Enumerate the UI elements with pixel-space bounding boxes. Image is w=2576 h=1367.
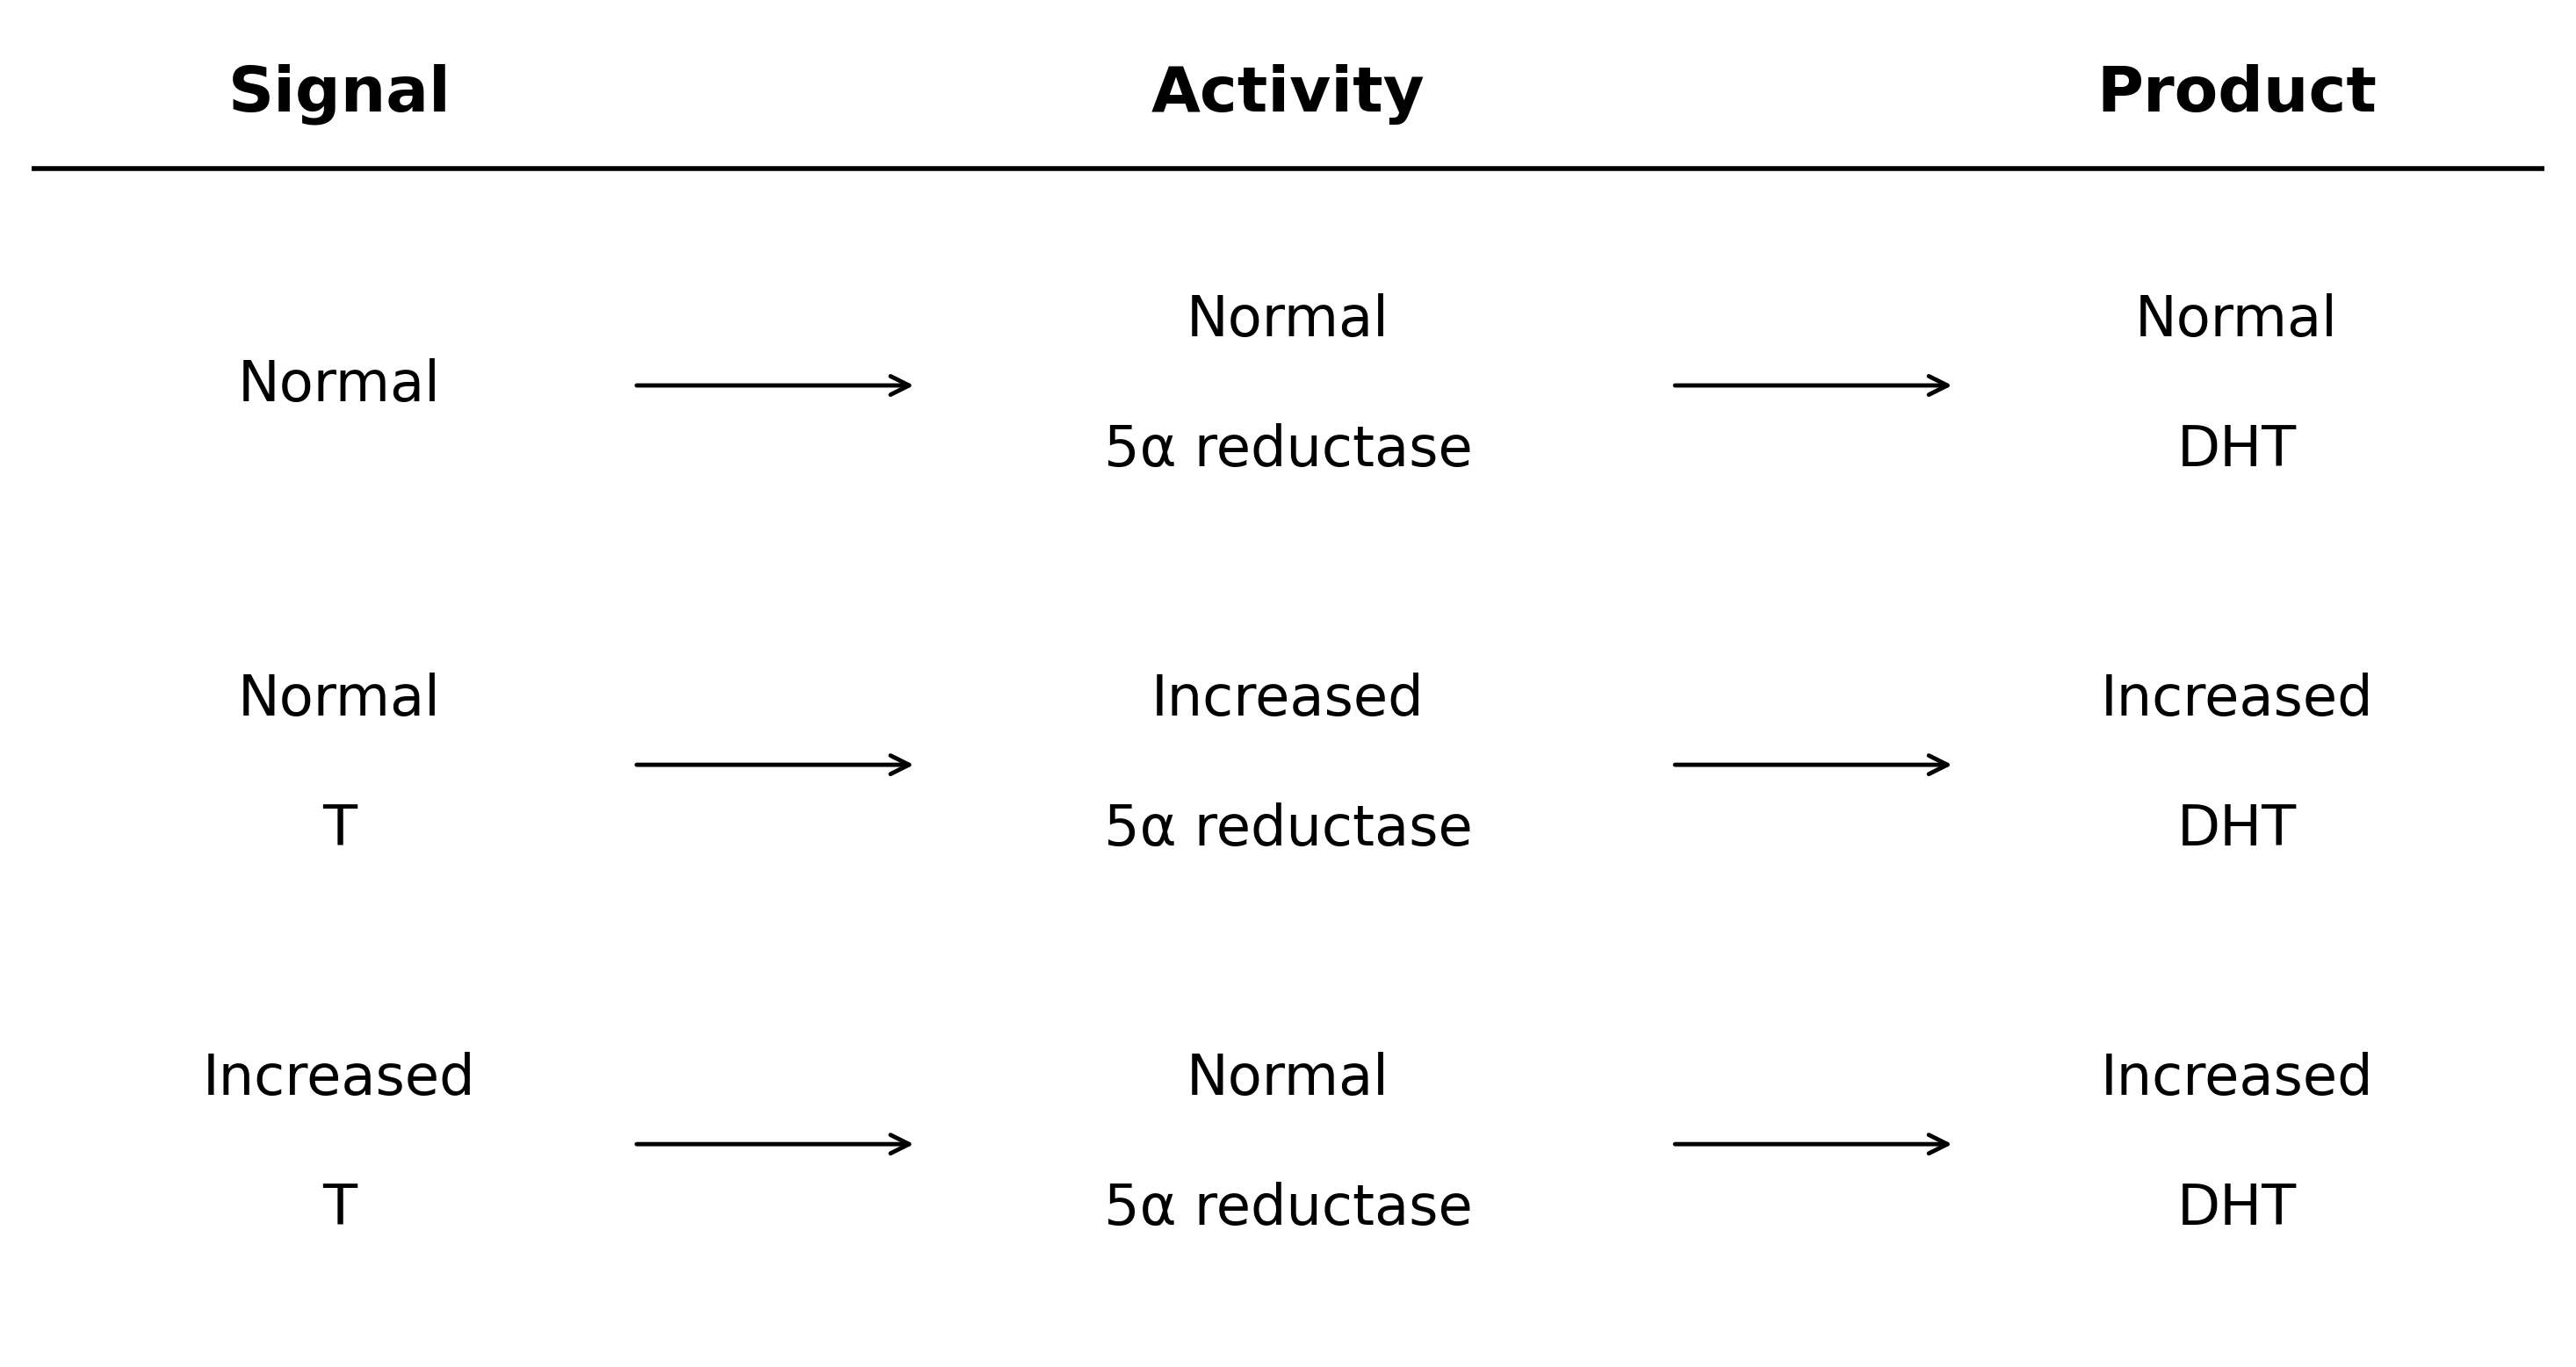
Text: Normal: Normal [2136, 293, 2339, 347]
Text: DHT: DHT [2177, 802, 2295, 857]
Text: 5α reductase: 5α reductase [1103, 802, 1473, 857]
Text: Activity: Activity [1151, 64, 1425, 124]
Text: 5α reductase: 5α reductase [1103, 1182, 1473, 1236]
Text: T: T [322, 802, 355, 857]
Text: Normal: Normal [237, 673, 440, 727]
Text: Normal: Normal [1188, 293, 1388, 347]
Text: DHT: DHT [2177, 1182, 2295, 1236]
Text: Signal: Signal [227, 64, 451, 124]
Text: Increased: Increased [2099, 1051, 2372, 1106]
Text: Increased: Increased [204, 1051, 477, 1106]
Text: Increased: Increased [1151, 673, 1425, 727]
Text: T: T [322, 1182, 355, 1236]
Text: 5α reductase: 5α reductase [1103, 424, 1473, 477]
Text: Increased: Increased [2099, 673, 2372, 727]
Text: DHT: DHT [2177, 424, 2295, 477]
Text: Normal: Normal [1188, 1051, 1388, 1106]
Text: Normal: Normal [237, 358, 440, 413]
Text: Product: Product [2097, 64, 2378, 124]
